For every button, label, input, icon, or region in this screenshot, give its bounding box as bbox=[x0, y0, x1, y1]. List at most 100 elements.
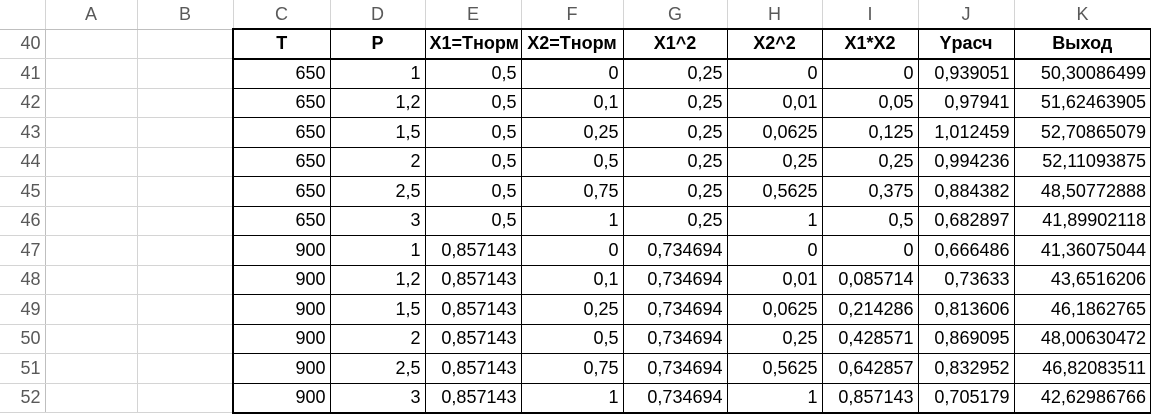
table-header-cell[interactable]: Выход bbox=[1014, 28, 1151, 60]
data-cell[interactable]: 0,01 bbox=[727, 265, 823, 295]
data-cell[interactable]: 1,2 bbox=[330, 88, 426, 118]
data-cell[interactable]: 1 bbox=[521, 206, 624, 236]
cell-empty[interactable] bbox=[45, 58, 138, 89]
cell-empty[interactable] bbox=[45, 265, 138, 295]
cell-empty[interactable] bbox=[137, 324, 234, 354]
data-cell[interactable]: 0,5625 bbox=[727, 176, 823, 207]
data-cell[interactable]: 0 bbox=[521, 235, 624, 266]
data-cell[interactable]: 51,62463905 bbox=[1014, 88, 1151, 118]
data-cell[interactable]: 0,25 bbox=[822, 147, 919, 177]
cell-empty[interactable] bbox=[45, 147, 138, 177]
data-cell[interactable]: 0,734694 bbox=[623, 383, 728, 414]
data-cell[interactable]: 0,857143 bbox=[425, 324, 522, 354]
data-cell[interactable]: 0,25 bbox=[623, 206, 728, 236]
column-header-a[interactable]: A bbox=[45, 0, 138, 30]
data-cell[interactable]: 0,5 bbox=[425, 58, 522, 89]
data-cell[interactable]: 1 bbox=[330, 58, 426, 89]
data-cell[interactable]: 0,884382 bbox=[918, 176, 1015, 207]
row-header[interactable]: 48 bbox=[0, 265, 46, 295]
row-header[interactable]: 44 bbox=[0, 147, 46, 177]
data-cell[interactable]: 0,813606 bbox=[918, 294, 1015, 325]
data-cell[interactable]: 0 bbox=[521, 58, 624, 89]
data-cell[interactable]: 0,939051 bbox=[918, 58, 1015, 89]
data-cell[interactable]: 0,857143 bbox=[425, 235, 522, 266]
data-cell[interactable]: 41,89902118 bbox=[1014, 206, 1151, 236]
data-cell[interactable]: 1,012459 bbox=[918, 117, 1015, 148]
data-cell[interactable]: 52,11093875 bbox=[1014, 147, 1151, 177]
column-header-j[interactable]: J bbox=[918, 0, 1015, 30]
data-cell[interactable]: 0,857143 bbox=[425, 383, 522, 414]
cell-empty[interactable] bbox=[137, 117, 234, 148]
data-cell[interactable]: 0,25 bbox=[521, 117, 624, 148]
cell-empty[interactable] bbox=[137, 176, 234, 207]
cell-empty[interactable] bbox=[137, 206, 234, 236]
data-cell[interactable]: 0,857143 bbox=[425, 265, 522, 295]
cell-empty[interactable] bbox=[45, 206, 138, 236]
data-cell[interactable]: 41,36075044 bbox=[1014, 235, 1151, 266]
data-cell[interactable]: 900 bbox=[232, 265, 331, 295]
data-cell[interactable]: 0,05 bbox=[822, 88, 919, 118]
data-cell[interactable]: 0,25 bbox=[623, 147, 728, 177]
row-header[interactable]: 52 bbox=[0, 383, 46, 413]
cell-empty[interactable] bbox=[45, 117, 138, 148]
cell-empty[interactable] bbox=[45, 88, 138, 118]
data-cell[interactable]: 0,01 bbox=[727, 88, 823, 118]
data-cell[interactable]: 1 bbox=[330, 235, 426, 266]
data-cell[interactable]: 0,0625 bbox=[727, 117, 823, 148]
cell-empty[interactable] bbox=[137, 147, 234, 177]
data-cell[interactable]: 0,705179 bbox=[918, 383, 1015, 414]
table-header-cell[interactable]: X2=Tнорм bbox=[521, 28, 624, 60]
data-cell[interactable]: 0,734694 bbox=[623, 353, 728, 384]
row-header[interactable]: 51 bbox=[0, 353, 46, 384]
data-cell[interactable]: 0,857143 bbox=[425, 294, 522, 325]
data-cell[interactable]: 900 bbox=[232, 383, 331, 414]
column-header-d[interactable]: D bbox=[330, 0, 426, 30]
data-cell[interactable]: 900 bbox=[232, 235, 331, 266]
cell-empty[interactable] bbox=[45, 294, 138, 325]
data-cell[interactable]: 0,5 bbox=[521, 324, 624, 354]
data-cell[interactable]: 48,50772888 bbox=[1014, 176, 1151, 207]
data-cell[interactable]: 0,75 bbox=[521, 176, 624, 207]
data-cell[interactable]: 0,734694 bbox=[623, 265, 728, 295]
data-cell[interactable]: 0,5 bbox=[425, 147, 522, 177]
row-header[interactable]: 43 bbox=[0, 117, 46, 148]
data-cell[interactable]: 50,30086499 bbox=[1014, 58, 1151, 89]
table-header-cell[interactable]: T bbox=[232, 28, 331, 60]
table-header-cell[interactable]: X2^2 bbox=[727, 28, 823, 60]
cell-empty[interactable] bbox=[45, 176, 138, 207]
data-cell[interactable]: 0,085714 bbox=[822, 265, 919, 295]
data-cell[interactable]: 0,5 bbox=[425, 117, 522, 148]
column-header-i[interactable]: I bbox=[822, 0, 919, 30]
table-header-cell[interactable]: P bbox=[330, 28, 426, 60]
cell-empty[interactable] bbox=[45, 383, 138, 413]
row-header[interactable]: 46 bbox=[0, 206, 46, 236]
data-cell[interactable]: 900 bbox=[232, 324, 331, 354]
row-header[interactable]: 42 bbox=[0, 88, 46, 118]
data-cell[interactable]: 0,869095 bbox=[918, 324, 1015, 354]
data-cell[interactable]: 0,5 bbox=[425, 88, 522, 118]
data-cell[interactable]: 0,642857 bbox=[822, 353, 919, 384]
select-all-corner[interactable] bbox=[0, 0, 46, 30]
data-cell[interactable]: 0,734694 bbox=[623, 235, 728, 266]
data-cell[interactable]: 1,5 bbox=[330, 117, 426, 148]
data-cell[interactable]: 0,125 bbox=[822, 117, 919, 148]
data-cell[interactable]: 0,857143 bbox=[425, 353, 522, 384]
data-cell[interactable]: 2 bbox=[330, 147, 426, 177]
data-cell[interactable]: 0 bbox=[822, 235, 919, 266]
data-cell[interactable]: 650 bbox=[232, 206, 331, 236]
cell-empty[interactable] bbox=[137, 383, 234, 413]
data-cell[interactable]: 0 bbox=[822, 58, 919, 89]
cell-empty[interactable] bbox=[137, 353, 234, 384]
data-cell[interactable]: 0,1 bbox=[521, 265, 624, 295]
row-header[interactable]: 49 bbox=[0, 294, 46, 325]
data-cell[interactable]: 46,1862765 bbox=[1014, 294, 1151, 325]
data-cell[interactable]: 650 bbox=[232, 147, 331, 177]
data-cell[interactable]: 3 bbox=[330, 383, 426, 414]
data-cell[interactable]: 1 bbox=[727, 206, 823, 236]
data-cell[interactable]: 650 bbox=[232, 88, 331, 118]
data-cell[interactable]: 0,666486 bbox=[918, 235, 1015, 266]
row-header[interactable]: 40 bbox=[0, 29, 46, 59]
data-cell[interactable]: 0,97941 bbox=[918, 88, 1015, 118]
data-cell[interactable]: 0,5 bbox=[425, 206, 522, 236]
data-cell[interactable]: 900 bbox=[232, 353, 331, 384]
